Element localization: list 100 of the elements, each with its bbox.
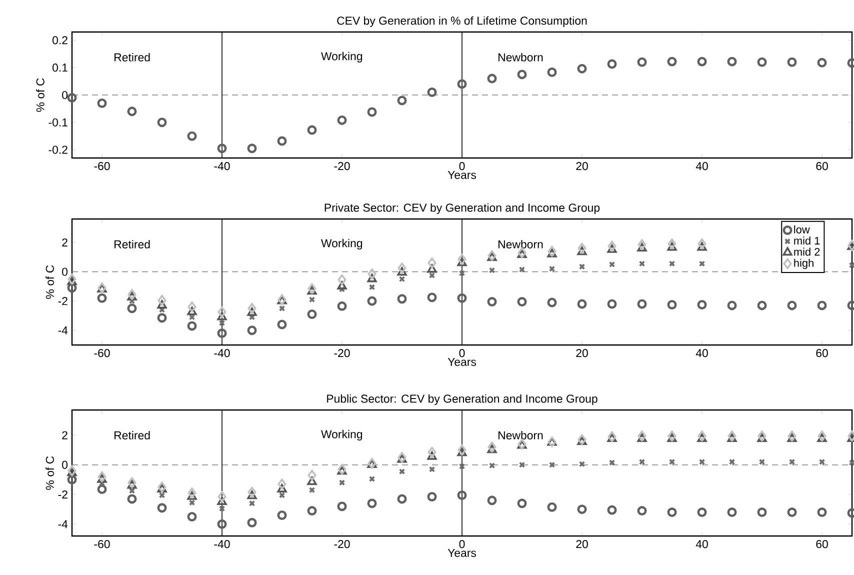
point <box>487 444 497 454</box>
point <box>578 263 586 270</box>
chart-title: CEV by Generation in % of Lifetime Consumption <box>337 16 587 27</box>
point <box>128 298 136 304</box>
point <box>128 289 136 300</box>
point <box>638 260 646 267</box>
legend-label: mid 1 <box>794 236 820 245</box>
point <box>247 307 257 316</box>
point <box>218 306 226 318</box>
point <box>307 286 317 295</box>
point <box>608 460 616 466</box>
point <box>667 434 677 442</box>
point <box>218 491 226 502</box>
point <box>397 494 407 504</box>
x-axis-title: Years <box>448 358 476 366</box>
point <box>337 115 347 125</box>
point <box>607 434 617 442</box>
x-tick-label: -60 <box>94 540 110 548</box>
y-tick-label: -0.1 <box>48 118 68 126</box>
point <box>487 297 497 307</box>
point <box>758 458 766 466</box>
point <box>637 506 647 516</box>
point <box>697 434 707 442</box>
point <box>457 258 467 266</box>
point <box>428 446 436 458</box>
point <box>517 498 527 508</box>
point <box>427 292 437 302</box>
y-tick-label: 0.1 <box>52 64 68 72</box>
point <box>67 92 77 102</box>
annotation: Working <box>321 430 362 441</box>
point <box>607 505 617 515</box>
point <box>367 498 377 508</box>
point <box>638 458 646 466</box>
x-tick-label: -20 <box>334 540 350 548</box>
point <box>547 68 557 78</box>
point <box>278 305 286 312</box>
legend-label: low <box>794 225 810 234</box>
x-tick-label: -40 <box>214 540 230 548</box>
point <box>337 466 347 475</box>
point <box>157 118 167 128</box>
y-tick-label: -0.2 <box>48 146 68 154</box>
point <box>457 448 467 456</box>
point <box>158 294 166 306</box>
point <box>517 297 527 307</box>
point <box>278 492 286 498</box>
point <box>157 313 167 323</box>
point <box>128 488 136 494</box>
point <box>427 451 437 460</box>
point <box>187 306 197 316</box>
x-tick-label: 0 <box>459 349 465 358</box>
point <box>487 496 497 506</box>
chart-title: Public Sector: CEV by Generation and Income Group <box>327 394 598 406</box>
point <box>67 474 77 484</box>
x-tick-label: -60 <box>94 349 110 358</box>
point <box>667 242 677 251</box>
y-tick-label: 0 <box>62 90 68 100</box>
point <box>98 480 106 486</box>
point <box>667 56 677 66</box>
x-tick-label: -40 <box>214 162 230 170</box>
point <box>68 465 76 476</box>
point <box>248 486 256 498</box>
point <box>338 464 346 475</box>
point <box>307 125 317 135</box>
point <box>367 107 377 117</box>
annotation: Newborn <box>498 52 543 62</box>
point <box>338 480 346 486</box>
legend-label: mid 2 <box>794 248 820 256</box>
point <box>218 320 226 326</box>
point <box>97 293 107 303</box>
point <box>817 434 827 442</box>
point <box>428 466 436 472</box>
x-axis-title: Years <box>448 170 476 179</box>
point <box>398 468 406 475</box>
point <box>217 519 227 529</box>
point <box>698 430 706 442</box>
point <box>608 240 616 252</box>
point <box>577 64 587 74</box>
point <box>788 430 796 442</box>
point <box>667 508 677 518</box>
point <box>727 434 737 442</box>
point <box>187 131 197 141</box>
point <box>367 274 377 282</box>
point <box>217 496 227 506</box>
point <box>517 250 527 258</box>
point <box>67 276 77 286</box>
point <box>548 462 556 468</box>
point <box>518 266 526 273</box>
point <box>607 244 617 253</box>
point <box>457 79 467 89</box>
point <box>637 434 647 442</box>
point <box>157 503 167 513</box>
legend-label: high <box>794 258 814 270</box>
point <box>398 262 406 274</box>
x-tick-label: -40 <box>214 349 230 358</box>
point <box>337 301 347 311</box>
point <box>277 136 287 146</box>
point <box>457 293 467 303</box>
point <box>307 476 317 486</box>
point <box>98 471 106 482</box>
point <box>428 258 436 268</box>
